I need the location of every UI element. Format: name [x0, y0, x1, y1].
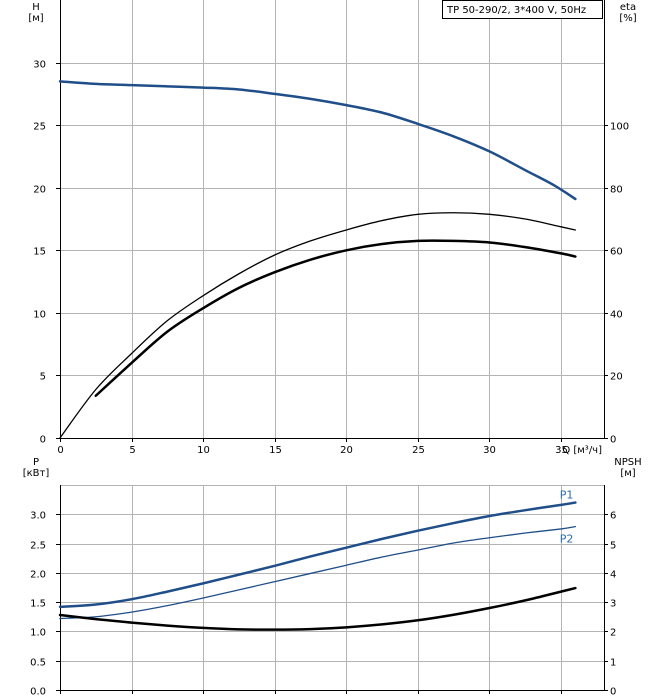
- y-left-tick-label: 20: [33, 185, 46, 196]
- top-series-line-0: [58, 80, 577, 201]
- top-series-line-2: [94, 239, 577, 398]
- bottom-panel: 0.0 0.5 1.0 1.5 2.0 2.5 3.0 0 1 2 3 4 5 6 P[кВт] NPSH[м…: [23, 457, 642, 698]
- y-left-title: H: [32, 2, 40, 13]
- y-right-tick-label: 0: [610, 435, 616, 446]
- y-right-tick-label: 6: [610, 511, 616, 522]
- x-tick-label: 25: [412, 445, 425, 456]
- y-left-tick-label: 10: [33, 310, 46, 321]
- y-left-tick-label: 1.0: [30, 628, 46, 639]
- series-label-p2: P2: [560, 533, 574, 546]
- y-right-title: [%]: [619, 13, 636, 24]
- series-label-p1: P1: [560, 489, 574, 502]
- y-left-tick-label: 0.5: [30, 658, 46, 669]
- y-right-tick-label: 0: [610, 687, 616, 698]
- y-left-tick-label: 3.0: [30, 511, 46, 522]
- y-right-title: [м]: [620, 468, 635, 479]
- bottom-series-line-0: [58, 501, 577, 609]
- y-left-tick-label: 2.5: [30, 541, 46, 552]
- y-right-tick-label: 5: [610, 541, 616, 552]
- y-right-tick-label: 2: [610, 628, 616, 639]
- y-left-tick-label: 25: [33, 122, 46, 133]
- y-right-tick-label: 60: [610, 247, 623, 258]
- y-left-tick-label: 0: [40, 435, 46, 446]
- bottom-series-line-1: [59, 525, 577, 620]
- x-tick-label: 0: [57, 445, 63, 456]
- top-panel: 0 5 10 15 20 25 30 0 20 40 60 80 100 0 5 10 15 20 25 30 35Q …: [28, 0, 637, 456]
- legend-label: TP 50-290/2, 3*400 V, 50Hz: [446, 5, 586, 16]
- y-left-tick-label: 2.0: [30, 570, 46, 581]
- x-tick-label: 5: [129, 445, 135, 456]
- y-right-title: NPSH: [614, 457, 641, 468]
- bottom-series-line-2: [58, 586, 577, 631]
- y-left-title: [м]: [28, 13, 43, 24]
- y-right-tick-label: 20: [610, 372, 623, 383]
- x-tick-label: 15: [269, 445, 282, 456]
- legend-box: [442, 0, 603, 19]
- x-tick-label: 10: [197, 445, 210, 456]
- top-series-line-1: [59, 212, 577, 439]
- y-left-tick-label: 1.5: [30, 599, 46, 610]
- y-right-title: eta: [620, 2, 636, 13]
- y-left-tick-label: 15: [33, 247, 46, 258]
- y-right-tick-label: 3: [610, 599, 616, 610]
- x-tick-label: 30: [483, 445, 496, 456]
- y-right-tick-label: 80: [610, 185, 623, 196]
- y-right-tick-label: 1: [610, 658, 616, 669]
- legend: TP 50-290/2, 3*400 V, 50Hz: [442, 0, 603, 19]
- x-tick-label: 35: [555, 445, 568, 456]
- y-left-tick-label: 30: [33, 60, 46, 71]
- x-tick-label: 20: [340, 445, 353, 456]
- y-right-tick-label: 4: [610, 570, 616, 581]
- y-left-title: [кВт]: [23, 468, 50, 479]
- y-right-tick-label: 40: [610, 310, 623, 321]
- y-left-tick-label: 5: [40, 372, 46, 383]
- y-left-title: P: [33, 457, 39, 468]
- x-axis-label: Q [м³/ч]: [562, 445, 602, 456]
- y-left-tick-label: 0.0: [30, 687, 46, 698]
- y-right-tick-label: 100: [610, 122, 629, 133]
